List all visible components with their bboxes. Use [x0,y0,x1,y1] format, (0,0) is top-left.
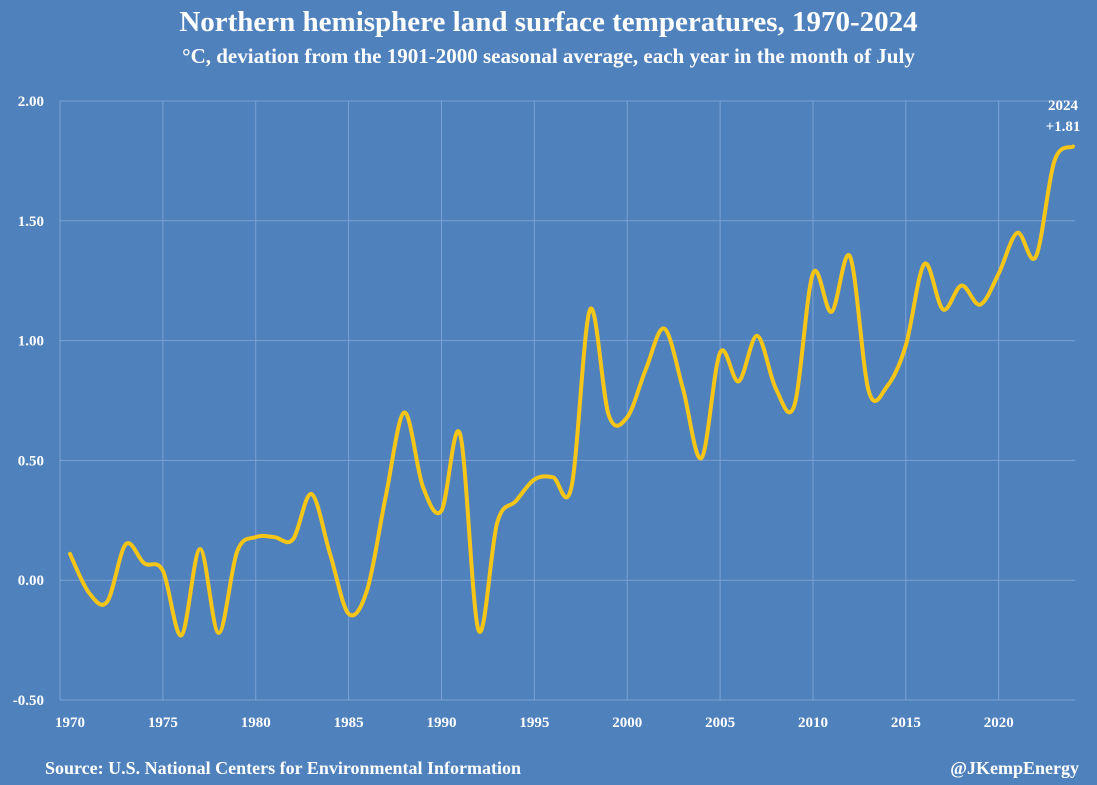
data-point-1990 [439,509,443,513]
x-tick-label: 2020 [984,715,1014,731]
data-point-1975 [161,569,165,573]
chart-title: Northern hemisphere land surface tempera… [179,6,918,38]
data-point-2007 [755,334,759,338]
data-point-1988 [402,410,406,414]
data-point-2010 [811,272,815,276]
annotation-value: +1.81 [1046,119,1081,135]
data-point-1981 [272,535,276,539]
data-point-2014 [885,384,889,388]
y-tick-label: 0.50 [18,453,44,469]
y-tick-label: 1.50 [18,214,44,230]
data-point-1983 [309,492,313,496]
tick-labels: -0.50 0.00 0.50 1.00 1.50 2.00 1970 1975 1980 198… [13,94,1081,731]
x-tick-label: 1985 [334,715,364,731]
source-note: Source: U.S. National Centers for Enviro… [45,758,521,778]
data-point-1998 [588,307,592,311]
data-point-1995 [532,478,536,482]
x-tick-label: 2015 [891,715,921,731]
data-point-1999 [607,413,611,417]
y-tick-label: 0.00 [18,573,44,589]
data-point-2005 [718,351,722,355]
data-point-2020 [997,272,1001,276]
data-point-1986 [365,588,369,592]
annotation-year: 2024 [1048,98,1079,114]
data-point-2006 [737,379,741,383]
y-tick-label: 1.00 [18,334,44,350]
x-tick-label: 1990 [426,715,456,731]
data-point-1980 [254,535,258,539]
data-point-1976 [179,633,183,637]
x-tick-label: 1980 [241,715,271,731]
data-point-1979 [235,549,239,553]
chart-subtitle: °C, deviation from the 1901-2000 seasona… [182,44,915,68]
data-point-2000 [625,415,629,419]
data-point-1991 [458,432,462,436]
series-line [68,144,1075,638]
data-point-2019 [978,303,982,307]
data-point-2017 [941,307,945,311]
x-tick-label: 2005 [705,715,735,731]
x-tick-label: 2000 [612,715,642,731]
data-point-1993 [495,521,499,525]
data-point-1977 [198,547,202,551]
data-point-1985 [347,612,351,616]
data-point-1994 [514,499,518,503]
data-point-1989 [421,485,425,489]
x-tick-label: 1975 [148,715,178,731]
data-point-2021 [1015,231,1019,235]
data-point-2023 [1052,159,1056,163]
data-point-2016 [922,262,926,266]
axes [59,101,1075,701]
x-tick-label: 2010 [798,715,828,731]
data-point-1972 [105,600,109,604]
data-point-2001 [644,367,648,371]
x-tick-label: 1995 [519,715,549,731]
data-point-2009 [792,403,796,407]
series [68,144,1075,638]
data-point-2013 [867,389,871,393]
data-point-2004 [700,456,704,460]
data-point-1973 [124,542,128,546]
data-point-1974 [142,561,146,565]
data-point-2024 [1071,145,1075,149]
data-point-1970 [68,552,72,556]
x-tick-label: 1970 [55,715,85,731]
grid [60,100,1075,701]
data-point-2018 [960,283,964,287]
y-tick-label: -0.50 [13,693,44,709]
data-point-2002 [662,327,666,331]
data-point-1984 [328,552,332,556]
data-point-2012 [848,255,852,259]
y-tick-label: 2.00 [18,94,44,110]
data-point-1978 [217,631,221,635]
data-point-1996 [551,475,555,479]
data-point-2015 [904,343,908,347]
data-point-1992 [477,629,481,633]
data-point-1987 [384,494,388,498]
data-point-1971 [87,590,91,594]
data-point-2022 [1034,255,1038,259]
data-point-2011 [830,310,834,314]
data-point-2008 [774,387,778,391]
data-point-1982 [291,537,295,541]
data-point-2003 [681,387,685,391]
data-point-1997 [570,485,574,489]
credit-handle: @JKempEnergy [950,758,1079,778]
